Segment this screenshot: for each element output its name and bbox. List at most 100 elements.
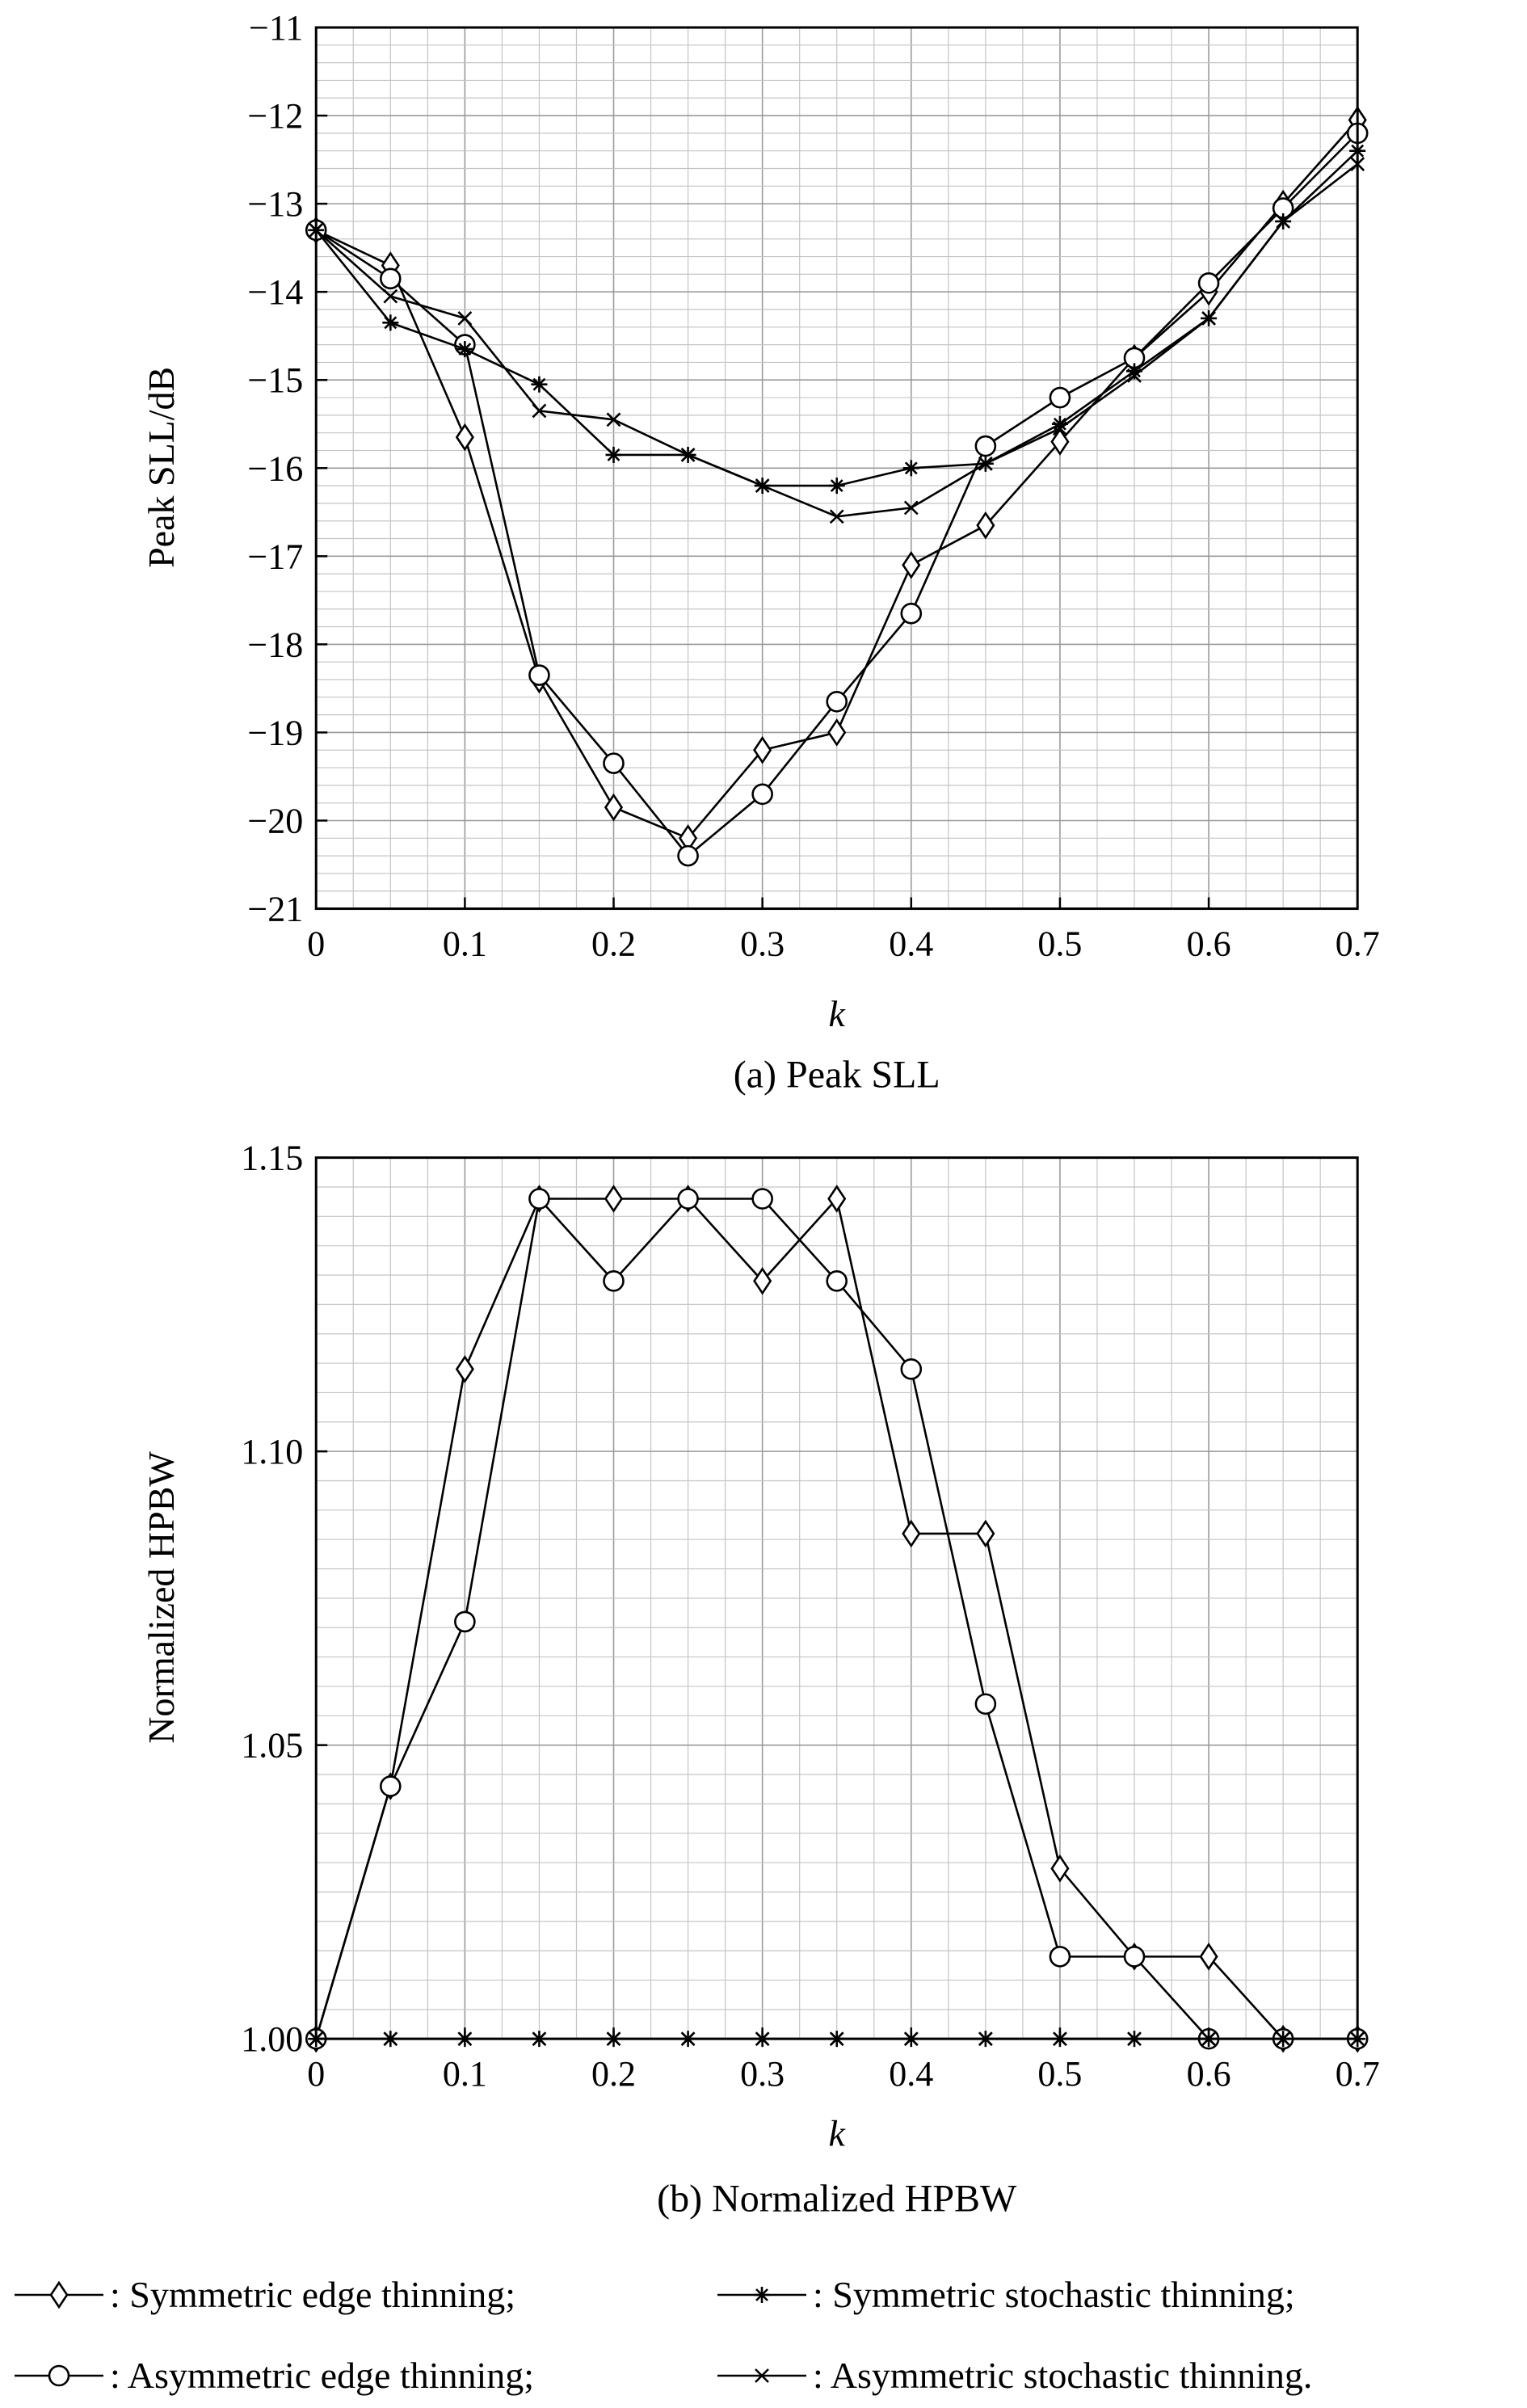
panel-a-point-circle: [900, 602, 923, 625]
panel-b-point-circle: [900, 1358, 923, 1380]
panel-a-point-circle: [751, 783, 773, 806]
panel-a-point-circle: [677, 844, 699, 867]
panel-b-frame: [314, 1156, 1359, 2040]
panel-b-x-tick-label: 0.2: [591, 2054, 636, 2094]
panel-b-x-tick-label: 0.3: [740, 2054, 785, 2094]
legend-item-symmetric-stochastic: : Symmetric stochastic thinning;: [717, 2274, 1295, 2315]
panel-b-x-axis-label: k: [829, 2112, 847, 2153]
panel-b-point-circle: [528, 1188, 550, 1210]
panel-a-point-asterisk: [902, 460, 919, 477]
panel-b-point-diamond: [976, 1519, 995, 1548]
legend-item-asymmetric-edge: : Asymmetric edge thinning;: [15, 2355, 534, 2396]
panel-b-point-diamond: [902, 1519, 921, 1548]
panel-a-point-cross: [457, 310, 473, 326]
panel-a-peak-sll: 0 0.1 0.2 0.3 0.4 0.5 0.6 0.7 −21 −20 −19 −18 −17 −16…: [141, 8, 1380, 1097]
panel-b-y-tick-label: 1.00: [241, 2019, 303, 2059]
panel-a-y-tick-label: −17: [247, 537, 303, 576]
panel-a-y-tick-label: −11: [249, 8, 303, 48]
legend-item-symmetric-edge: : Symmetric edge thinning;: [15, 2274, 515, 2315]
panel-a-y-tick-label: −20: [247, 801, 303, 840]
panel-a-point-diamond: [827, 718, 847, 747]
panel-a-point-diamond: [976, 511, 995, 540]
legend-circle-marker: [48, 2364, 70, 2387]
panel-b-normalized-hpbw: 0 0.1 0.2 0.3 0.4 0.5 0.6 0.7 1.00 1.05 1.10 1.15 N…: [141, 1139, 1380, 2221]
panel-a-point-circle: [528, 664, 550, 686]
panel-b-point-diamond: [1199, 1943, 1218, 1971]
panel-a-caption: (a) Peak SLL: [734, 1054, 940, 1097]
panel-a-point-cross: [1053, 421, 1067, 436]
panel-a-y-axis-label: Peak SLL/dB: [141, 367, 182, 568]
legend-marker-diamond: [49, 2280, 69, 2309]
panel-a-ticks: 0 0.1 0.2 0.3 0.4 0.5 0.6 0.7 −21 −20 −19 −18 −17 −16…: [247, 8, 1379, 964]
panel-a-x-tick-label: 0.1: [443, 924, 487, 964]
panel-a-x-tick-label: 0.6: [1187, 924, 1231, 964]
panel-a-y-tick-label: −16: [247, 448, 303, 488]
panel-a-point-diamond: [455, 423, 474, 452]
panel-a-y-tick-label: −18: [247, 625, 303, 664]
panel-b-y-tick-label: 1.05: [241, 1726, 303, 1766]
panel-a-series: [305, 106, 1369, 867]
panel-b-point-circle: [1123, 1946, 1146, 1968]
panel-b-ticks: 0 0.1 0.2 0.3 0.4 0.5 0.6 0.7 1.00 1.05 1.10 1.15: [241, 1139, 1379, 2094]
panel-b-point-diamond: [753, 1266, 772, 1295]
panel-a-point-cross: [829, 509, 844, 524]
panel-a-point-cross: [383, 288, 398, 304]
panel-a-point-cross: [978, 456, 993, 471]
panel-b-x-tick-label: 0.1: [443, 2054, 487, 2094]
legend-diamond-marker: [49, 2280, 69, 2309]
panel-a-point-circle: [603, 752, 625, 774]
legend-asterisk-marker: [754, 2287, 770, 2303]
legend-text-asymmetric-edge: : Asymmetric edge thinning;: [110, 2355, 534, 2396]
legend-text-asymmetric-stochastic: : Asymmetric stochastic thinning.: [813, 2355, 1312, 2396]
panel-a-point-cross: [903, 500, 919, 516]
panel-a-point-diamond: [1050, 427, 1070, 456]
panel-a-point-circle: [974, 435, 997, 457]
panel-b-point-diamond: [604, 1185, 624, 1213]
panel-a-x-axis-label: k: [829, 993, 847, 1034]
panel-a-point-diamond: [753, 735, 772, 764]
panel-a-grid: [315, 27, 1359, 910]
panel-a-x-tick-label: 0.3: [740, 924, 785, 964]
panel-a-point-asterisk: [605, 446, 622, 463]
panel-a-point-cross: [755, 478, 770, 494]
legend-text-symmetric-edge: : Symmetric edge thinning;: [110, 2274, 515, 2315]
panel-a-y-tick-label: −21: [247, 890, 303, 929]
panel-a-x-tick-label: 0.4: [889, 924, 933, 964]
panel-a-y-tick-label: −15: [247, 360, 303, 400]
panel-b-x-tick-label: 0.7: [1336, 2054, 1380, 2094]
legend-cross-marker: [755, 2368, 769, 2383]
panel-a-point-cross: [532, 403, 547, 419]
panel-a-point-circle: [826, 690, 848, 713]
panel-a-x-tick-label: 0.2: [591, 924, 636, 964]
panel-a-point-diamond: [902, 550, 921, 579]
panel-b-point-diamond: [1050, 1854, 1070, 1883]
panel-a-point-circle: [1197, 272, 1220, 294]
panel-a-x-tick-label: 0.7: [1336, 924, 1380, 964]
panel-b-y-axis-label: Normalized HPBW: [141, 1451, 182, 1744]
panel-a-point-asterisk: [382, 314, 399, 331]
panel-a-x-tick-label: 0: [307, 924, 325, 964]
panel-a-y-tick-label: −19: [247, 713, 303, 752]
panel-b-point-circle: [603, 1269, 625, 1292]
panel-b-point-diamond: [455, 1355, 474, 1383]
panel-b-point-circle: [379, 1775, 402, 1797]
panel-b-x-tick-label: 0.6: [1187, 2054, 1231, 2094]
panel-a-series-cross: [309, 157, 1365, 524]
panel-a-point-cross: [1276, 214, 1291, 229]
panel-b-point-diamond: [827, 1185, 847, 1213]
panel-a-y-tick-label: −14: [247, 272, 303, 312]
panel-b-point-circle: [974, 1693, 997, 1715]
panel-a-point-cross: [606, 412, 621, 427]
legend-text-symmetric-stochastic: : Symmetric stochastic thinning;: [813, 2274, 1295, 2315]
panel-b-x-tick-label: 0: [307, 2054, 325, 2094]
panel-b-point-circle: [1049, 1946, 1071, 1968]
legend-marker-circle: [48, 2364, 70, 2387]
panel-b-y-tick-label: 1.15: [241, 1139, 303, 1178]
panel-b-point-circle: [677, 1188, 699, 1210]
panel-b-point-circle: [826, 1269, 848, 1292]
panel-b-x-tick-label: 0.5: [1037, 2054, 1082, 2094]
panel-a-point-circle: [1049, 386, 1071, 409]
panel-a-x-tick-label: 0.5: [1037, 924, 1082, 964]
panel-b-point-circle: [751, 1188, 773, 1210]
